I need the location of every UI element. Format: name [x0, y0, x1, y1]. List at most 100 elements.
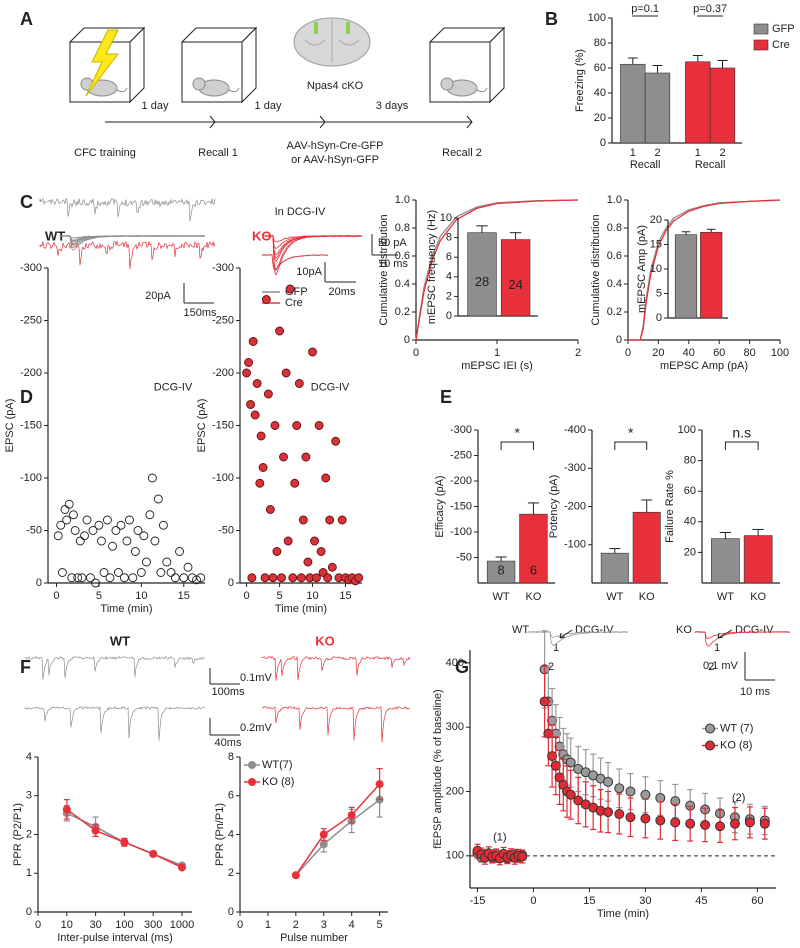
y-tick-label: 5	[656, 287, 662, 299]
y-tick-label: -200	[20, 367, 42, 379]
bar	[709, 67, 736, 144]
point	[321, 473, 331, 483]
stage-label: AAV-hSyn-Cre-GFP	[287, 140, 384, 152]
marker	[685, 818, 696, 829]
y-axis-label: Cumulative distribution	[378, 214, 390, 325]
y-tick-label: -200	[450, 475, 472, 487]
trace-label: KO	[252, 228, 272, 243]
point	[354, 573, 364, 583]
y-tick-label: 300	[446, 721, 464, 733]
y-tick-label: -250	[212, 314, 234, 326]
x-tick-label: 0	[244, 590, 250, 602]
significance-label: n.s	[732, 425, 751, 441]
point	[136, 568, 146, 577]
x-tick-label: KO	[525, 591, 541, 603]
x-tick-label: 5	[96, 590, 102, 602]
scale-label: 0.2mV	[240, 722, 272, 734]
group-label: Recall	[695, 159, 726, 171]
point	[162, 557, 172, 567]
trace-marker: 1	[553, 642, 559, 654]
bar	[600, 552, 629, 584]
scale-label: 100ms	[211, 686, 245, 698]
point	[80, 531, 89, 541]
trace-label: KO	[315, 633, 335, 648]
point	[196, 573, 206, 583]
point	[113, 568, 123, 577]
point	[108, 541, 117, 551]
y-axis-label: PPR (Pn/P1)	[214, 803, 226, 866]
y-tick-label: 0.6	[395, 250, 410, 262]
point	[56, 520, 66, 530]
x-tick-label: 1	[695, 147, 701, 159]
x-tick-label: KO	[639, 591, 655, 603]
point	[265, 505, 275, 514]
marker	[670, 817, 681, 828]
y-tick-label: 4	[26, 751, 32, 763]
y-tick-label: 0.6	[607, 250, 622, 262]
point	[57, 568, 67, 577]
y-tick-label: -50	[456, 551, 472, 563]
x-axis-label: mEPSC IEI (s)	[461, 360, 533, 372]
injection	[346, 22, 350, 34]
point	[183, 562, 193, 572]
trace-marker: 2	[708, 661, 714, 673]
x-tick-label: 1	[494, 347, 500, 359]
x-tick-label: WT	[606, 591, 623, 603]
n-label: 8	[497, 562, 504, 577]
point	[288, 573, 298, 583]
trace	[694, 631, 791, 647]
point	[150, 536, 160, 546]
y-tick-label: 0.2	[607, 306, 622, 318]
y-tick-label: 0	[656, 312, 662, 324]
point	[272, 547, 282, 556]
bar	[620, 63, 646, 144]
y-tick-label: 0.8	[607, 222, 622, 234]
trace	[261, 655, 411, 681]
y-tick-label: -200	[564, 500, 586, 512]
bar	[685, 61, 711, 144]
trace	[527, 631, 629, 647]
point	[85, 573, 95, 583]
point	[88, 526, 98, 535]
legend-marker	[705, 723, 715, 734]
y-tick-label: -250	[20, 314, 42, 326]
x-tick-label: 10	[135, 590, 147, 602]
marker	[91, 826, 100, 835]
significance-bracket	[724, 441, 759, 450]
interval-label: 3 days	[376, 100, 409, 112]
x-tick-label: 0	[53, 590, 59, 602]
x-axis-label: mEPSC Amp (pA)	[660, 360, 748, 372]
trace-marker: 2	[548, 661, 554, 673]
panel-label: A	[20, 9, 33, 29]
point	[294, 379, 304, 388]
x-tick-label: 15	[583, 895, 595, 907]
marker	[759, 818, 770, 829]
mouse	[116, 87, 128, 93]
panel-label: D	[20, 387, 33, 407]
scale-label: 40ms	[215, 737, 242, 749]
n-label: 28	[475, 274, 489, 289]
point	[301, 452, 311, 462]
x-tick-label: 0	[530, 895, 536, 907]
bar	[467, 232, 497, 317]
marker	[319, 840, 328, 849]
point	[111, 526, 121, 535]
point	[77, 573, 87, 583]
bar	[711, 538, 740, 584]
point	[268, 573, 278, 583]
point	[139, 531, 149, 541]
point	[258, 463, 268, 472]
marker	[547, 751, 558, 762]
y-tick-label: 60	[684, 485, 696, 497]
trace	[24, 706, 206, 741]
y-axis-label: mEPSC Amp (pA)	[636, 225, 648, 313]
legend-label: WT (7)	[720, 722, 753, 734]
y-tick-label: 0	[228, 577, 234, 589]
x-tick-label: 1000	[170, 919, 194, 931]
y-tick-label: -400	[564, 424, 586, 436]
marker	[614, 809, 625, 820]
legend-marker	[705, 740, 715, 751]
y-tick-label: -50	[26, 524, 42, 536]
y-axis-label: Potency (pA)	[548, 475, 560, 539]
y-tick-label: -100	[212, 472, 234, 484]
